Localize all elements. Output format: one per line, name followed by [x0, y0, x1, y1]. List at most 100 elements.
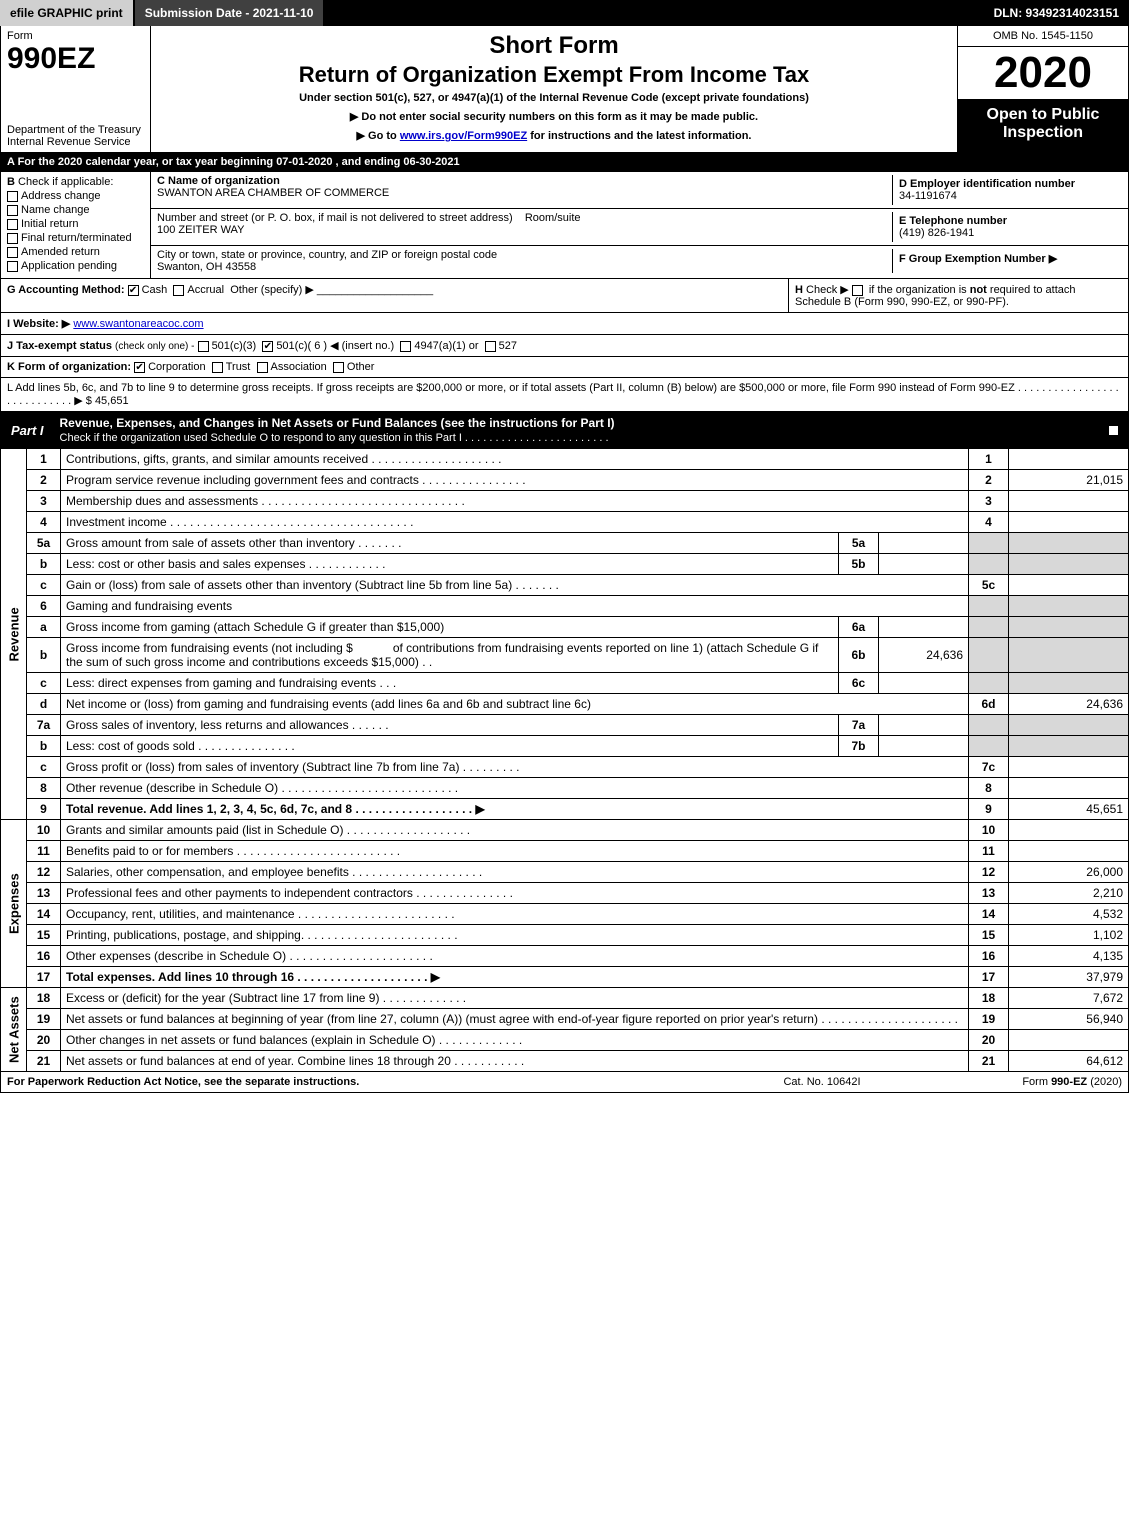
- l1-desc: Contributions, gifts, grants, and simila…: [61, 449, 969, 470]
- section-l: L Add lines 5b, 6c, and 7b to line 9 to …: [0, 378, 1129, 412]
- topbar-spacer: [325, 0, 983, 26]
- part1-title: Revenue, Expenses, and Changes in Net As…: [54, 412, 1088, 448]
- l6a-sn: 6a: [839, 617, 879, 638]
- l7b-sn: 7b: [839, 736, 879, 757]
- l6-rn-shade: [969, 596, 1009, 617]
- l6b-desc: Gross income from fundraising events (no…: [61, 638, 839, 673]
- l5a-rv-shade: [1009, 533, 1129, 554]
- arrow-goto-pre: ▶ Go to: [357, 130, 400, 142]
- footer-right-pre: Form: [1022, 1076, 1051, 1088]
- l5a-rn-shade: [969, 533, 1009, 554]
- irs-link[interactable]: www.irs.gov/Form990EZ: [400, 130, 527, 142]
- l17-val: 37,979: [1009, 967, 1129, 988]
- b-opt-amended-label: Amended return: [21, 246, 100, 258]
- i-label: I Website: ▶: [7, 318, 70, 330]
- k-other-check[interactable]: [333, 362, 344, 373]
- l7b-num: b: [27, 736, 61, 757]
- line-3: 3 Membership dues and assessments . . . …: [1, 491, 1129, 512]
- arrow-goto-post: for instructions and the latest informat…: [527, 130, 751, 142]
- b-opt-amended[interactable]: Amended return: [7, 246, 144, 258]
- j-501c-check[interactable]: ✔: [262, 341, 273, 352]
- website-link[interactable]: www.swantonareacoc.com: [73, 318, 203, 330]
- dept-treasury: Department of the Treasury: [7, 116, 144, 136]
- line-20: 20 Other changes in net assets or fund b…: [1, 1030, 1129, 1051]
- e-label: E Telephone number: [899, 215, 1116, 227]
- l21-rn: 21: [969, 1051, 1009, 1072]
- l9-rn: 9: [969, 799, 1009, 820]
- l16-val: 4,135: [1009, 946, 1129, 967]
- k-trust-check[interactable]: [212, 362, 223, 373]
- g-accrual-check[interactable]: [173, 285, 184, 296]
- j-527-check[interactable]: [485, 341, 496, 352]
- l19-desc: Net assets or fund balances at beginning…: [61, 1009, 969, 1030]
- street-label: Number and street (or P. O. box, if mail…: [157, 212, 513, 224]
- l6c-sv: [879, 673, 969, 694]
- j-4947-check[interactable]: [400, 341, 411, 352]
- l3-num: 3: [27, 491, 61, 512]
- b-opt-initial[interactable]: Initial return: [7, 218, 144, 230]
- l6c-desc: Less: direct expenses from gaming and fu…: [61, 673, 839, 694]
- l3-desc: Membership dues and assessments . . . . …: [61, 491, 969, 512]
- org-info-block: B Check if applicable: Address change Na…: [0, 172, 1129, 279]
- l1-rn: 1: [969, 449, 1009, 470]
- line-10: Expenses 10 Grants and similar amounts p…: [1, 820, 1129, 841]
- l15-rn: 15: [969, 925, 1009, 946]
- l12-rn: 12: [969, 862, 1009, 883]
- k-assoc-check[interactable]: [257, 362, 268, 373]
- ein-value: 34-1191674: [899, 190, 1116, 202]
- part1-header: Part I Revenue, Expenses, and Changes in…: [0, 412, 1129, 449]
- l14-rn: 14: [969, 904, 1009, 925]
- top-bar: efile GRAPHIC print Submission Date - 20…: [0, 0, 1129, 26]
- b-opt-pending[interactable]: Application pending: [7, 260, 144, 272]
- l5b-rv-shade: [1009, 554, 1129, 575]
- l7a-rn-shade: [969, 715, 1009, 736]
- g-accrual: Accrual: [187, 284, 224, 296]
- b-opt-name[interactable]: Name change: [7, 204, 144, 216]
- l7b-desc: Less: cost of goods sold . . . . . . . .…: [61, 736, 839, 757]
- l14-num: 14: [27, 904, 61, 925]
- city-value: Swanton, OH 43558: [157, 261, 256, 273]
- efile-print-button[interactable]: efile GRAPHIC print: [0, 0, 135, 26]
- l5a-sn: 5a: [839, 533, 879, 554]
- g-cash-check[interactable]: ✔: [128, 285, 139, 296]
- l11-desc: Benefits paid to or for members . . . . …: [61, 841, 969, 862]
- submission-date-button[interactable]: Submission Date - 2021-11-10: [135, 0, 326, 26]
- k-corp-check[interactable]: ✔: [134, 362, 145, 373]
- d-label: D Employer identification number: [899, 178, 1116, 190]
- header-right: OMB No. 1545-1150 2020 Open to Public In…: [958, 26, 1128, 152]
- b-opt-final-label: Final return/terminated: [21, 232, 132, 244]
- l6b-sn: 6b: [839, 638, 879, 673]
- l18-rn: 18: [969, 988, 1009, 1009]
- l15-num: 15: [27, 925, 61, 946]
- line-13: 13 Professional fees and other payments …: [1, 883, 1129, 904]
- l6a-rn-shade: [969, 617, 1009, 638]
- l6d-rn: 6d: [969, 694, 1009, 715]
- part1-check-line: Check if the organization used Schedule …: [60, 432, 609, 444]
- header-left: Form 990EZ Department of the Treasury In…: [1, 26, 151, 152]
- line-5b: b Less: cost or other basis and sales ex…: [1, 554, 1129, 575]
- l7a-desc: Gross sales of inventory, less returns a…: [61, 715, 839, 736]
- l7c-rn: 7c: [969, 757, 1009, 778]
- line-6a: a Gross income from gaming (attach Sched…: [1, 617, 1129, 638]
- h-check[interactable]: [852, 285, 863, 296]
- l3-val: [1009, 491, 1129, 512]
- j-501c3-check[interactable]: [198, 341, 209, 352]
- l4-num: 4: [27, 512, 61, 533]
- f-label: F Group Exemption Number ▶: [899, 252, 1116, 265]
- l6b-d1: Gross income from fundraising events (no…: [66, 641, 353, 655]
- line-16: 16 Other expenses (describe in Schedule …: [1, 946, 1129, 967]
- b-opt-address[interactable]: Address change: [7, 190, 144, 202]
- l21-val: 64,612: [1009, 1051, 1129, 1072]
- part1-checkbox[interactable]: ✔: [1108, 425, 1119, 436]
- b-opt-final[interactable]: Final return/terminated: [7, 232, 144, 244]
- l14-val: 4,532: [1009, 904, 1129, 925]
- j-label: J Tax-exempt status: [7, 340, 112, 352]
- l6b-rv-shade: [1009, 638, 1129, 673]
- l7a-sv: [879, 715, 969, 736]
- part1-label: Part I: [1, 419, 54, 442]
- l13-num: 13: [27, 883, 61, 904]
- street-value: 100 ZEITER WAY: [157, 224, 244, 236]
- line-4: 4 Investment income . . . . . . . . . . …: [1, 512, 1129, 533]
- line-6: 6 Gaming and fundraising events: [1, 596, 1129, 617]
- line-7a: 7a Gross sales of inventory, less return…: [1, 715, 1129, 736]
